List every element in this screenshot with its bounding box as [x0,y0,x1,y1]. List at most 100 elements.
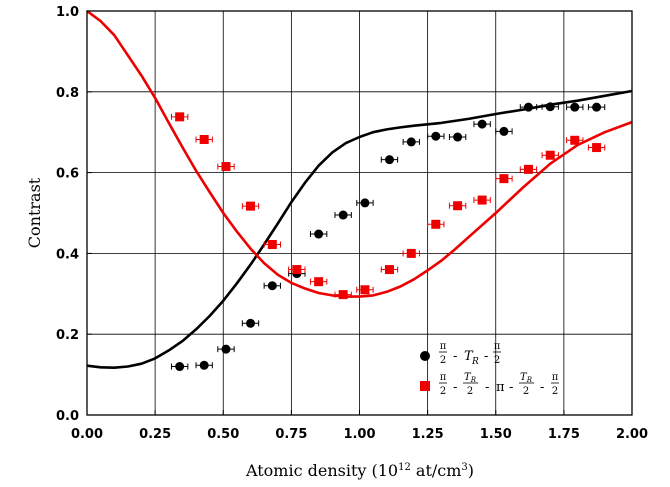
point-marker [431,131,441,141]
svg-text:TR: TR [464,372,477,384]
red-data-point [356,285,374,295]
red-data-point [402,248,420,258]
point-marker [592,143,602,153]
y-axis-title: Contrast [25,177,44,248]
point-marker [292,265,302,275]
black-data-point [427,131,445,141]
point-marker [453,201,463,211]
svg-text:-: - [540,380,544,395]
x-axis-title-main: Atomic density (10 [245,461,398,480]
point-marker [314,229,324,239]
black-data-point [402,137,420,147]
x-tick-label: 0.75 [275,427,307,442]
point-marker [384,265,394,275]
x-tick-label: 0.00 [71,427,103,442]
svg-text:2: 2 [440,355,446,366]
red-data-point [217,162,235,172]
red-data-point [334,290,352,300]
point-marker [175,362,185,372]
point-marker [570,102,580,112]
point-marker [199,134,209,144]
point-marker [199,360,209,370]
point-marker [384,155,394,165]
black-data-point [309,229,328,239]
y-tick-label: 0.0 [56,409,79,424]
point-marker [246,201,255,211]
point-marker [406,248,416,258]
svg-text:π: π [440,341,447,352]
x-tick-label: 2.00 [616,427,648,442]
red-data-point [380,265,399,275]
red-data-point [170,112,189,122]
red-data-point [541,150,559,160]
red-data-point [566,135,584,145]
point-marker [360,198,370,208]
red-data-point [519,164,538,174]
curves [86,9,633,370]
red-data-point [195,134,213,144]
x-axis-title: Atomic density (1012 at/cm3) [245,461,474,480]
svg-text:2: 2 [467,386,473,397]
svg-text:-: - [485,380,489,395]
point-marker [267,240,277,250]
point-marker [406,137,416,147]
svg-text:π: π [496,380,505,395]
point-marker [175,112,185,122]
red-data-point [263,240,281,250]
black-data-point [566,102,584,112]
svg-text:π: π [494,341,501,352]
svg-text:TR: TR [520,372,533,384]
grid [87,11,632,415]
black-data-point [380,155,399,165]
x-tick-label: 1.00 [343,427,375,442]
x-tick-label: 1.25 [412,427,444,442]
svg-text:-: - [453,380,457,395]
point-marker [338,290,348,300]
black-data-point [473,119,491,129]
y-tick-label: 0.2 [56,328,79,343]
black-fit-curve [86,89,633,370]
point-marker [314,277,324,287]
point-marker [246,318,255,328]
point-marker [477,119,487,129]
x-tick-label: 1.75 [548,427,580,442]
point-marker [453,132,463,142]
black-data-point [170,362,189,372]
red-data-point [427,219,445,229]
x-axis-title-unit: at/cm [411,461,462,480]
point-marker [267,281,277,291]
svg-text:-: - [484,349,488,364]
x-axis-title-sup: 12 [398,462,411,473]
red-fit-curve [86,9,633,298]
point-marker [221,344,231,354]
black-data-point [334,210,352,220]
point-marker [523,102,533,112]
point-marker [545,102,555,112]
x-axis-title-unit-sup: 3 [461,462,467,473]
x-ticks: 0.00 0.25 0.50 0.75 1.00 1.25 1.50 1.75 2.00 [71,410,648,442]
svg-text:-: - [509,380,513,395]
x-tick-label: 0.25 [139,427,171,442]
point-marker [570,135,580,145]
svg-text:2: 2 [552,386,558,397]
point-marker [431,219,441,229]
point-marker [545,150,555,160]
legend-label-black: π 2 - T R - π 2 [439,341,501,367]
black-data-point [587,102,606,112]
black-data-point [519,102,538,112]
black-data-point [241,318,260,328]
point-marker [221,162,231,172]
black-data-point [448,132,467,142]
svg-text:2: 2 [440,386,446,397]
y-ticks: 0.0 0.2 0.4 0.6 0.8 1.0 [56,5,92,424]
svg-text:π: π [552,372,559,383]
point-marker [338,210,348,220]
red-data-point [448,201,467,211]
y-tick-label: 0.4 [56,247,79,262]
red-data-point [473,195,491,205]
legend-label-red: π 2 - TR 2 - π - TR 2 - π 2 [439,372,559,397]
svg-text:π: π [440,372,447,383]
svg-text:2: 2 [494,355,500,366]
red-data-point [309,277,328,287]
point-marker [499,126,509,136]
